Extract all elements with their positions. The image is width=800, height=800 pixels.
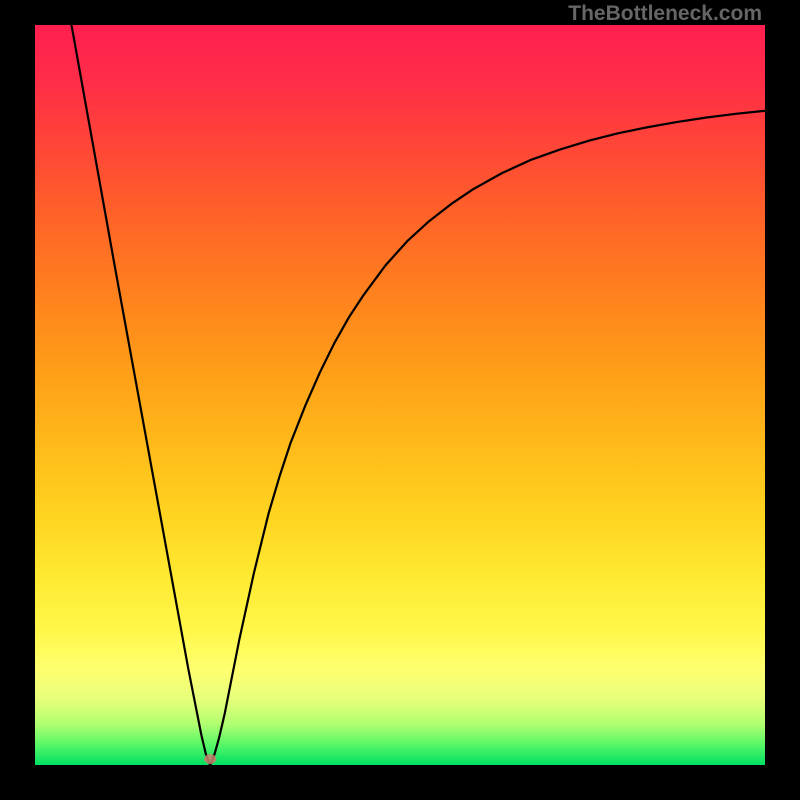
watermark-text: TheBottleneck.com xyxy=(568,2,762,26)
plot-area xyxy=(35,25,765,765)
frame-left xyxy=(0,0,35,800)
gradient-background xyxy=(35,25,765,765)
frame-bottom xyxy=(0,765,800,800)
optimum-marker xyxy=(204,754,216,764)
frame-right xyxy=(765,0,800,800)
